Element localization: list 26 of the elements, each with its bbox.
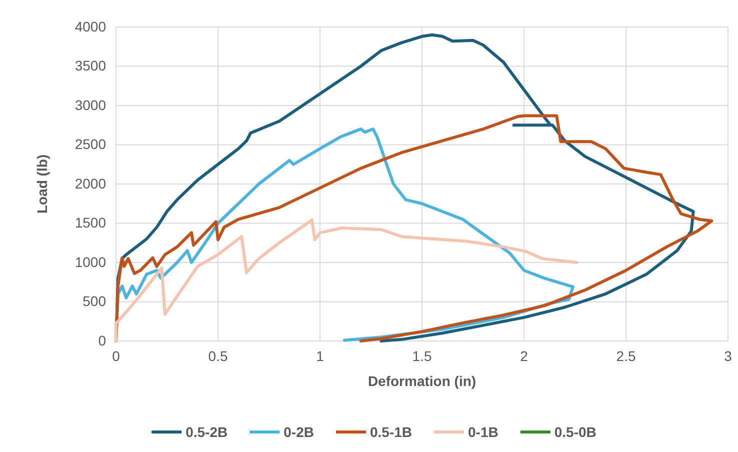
- legend-label: 0.5-0B: [554, 424, 596, 440]
- legend-label: 0-1B: [468, 424, 498, 440]
- y-tick-label: 500: [82, 293, 106, 310]
- y-axis-title: Load (lb): [34, 154, 50, 214]
- x-tick-label: 3: [724, 348, 732, 364]
- y-tick-label: 0: [98, 332, 106, 348]
- x-tick-label: 1.5: [412, 348, 432, 364]
- y-tick-label: 4000: [74, 18, 106, 34]
- line-series: [114, 114, 714, 342]
- x-tick-label: 2: [520, 348, 528, 364]
- line-series: [114, 33, 695, 342]
- legend-label: 0.5-1B: [370, 424, 412, 440]
- legend-label: 0.5-2B: [186, 424, 228, 440]
- x-tick-label: 0: [112, 348, 120, 364]
- x-axis-title: Deformation (in): [368, 373, 476, 389]
- line-series: [114, 218, 579, 342]
- y-tick-label: 3000: [74, 96, 106, 113]
- y-tick-label: 2500: [74, 136, 106, 152]
- legend-label: 0-2B: [284, 424, 314, 440]
- x-tick-label: 2.5: [616, 348, 636, 364]
- y-tick-label: 2000: [74, 175, 106, 192]
- y-tick-label: 3500: [74, 58, 106, 74]
- x-tick-label: 0.5: [208, 348, 228, 364]
- y-tick-label: 1000: [74, 254, 106, 270]
- x-tick-label: 1: [316, 348, 324, 364]
- y-tick-label: 1500: [74, 214, 106, 231]
